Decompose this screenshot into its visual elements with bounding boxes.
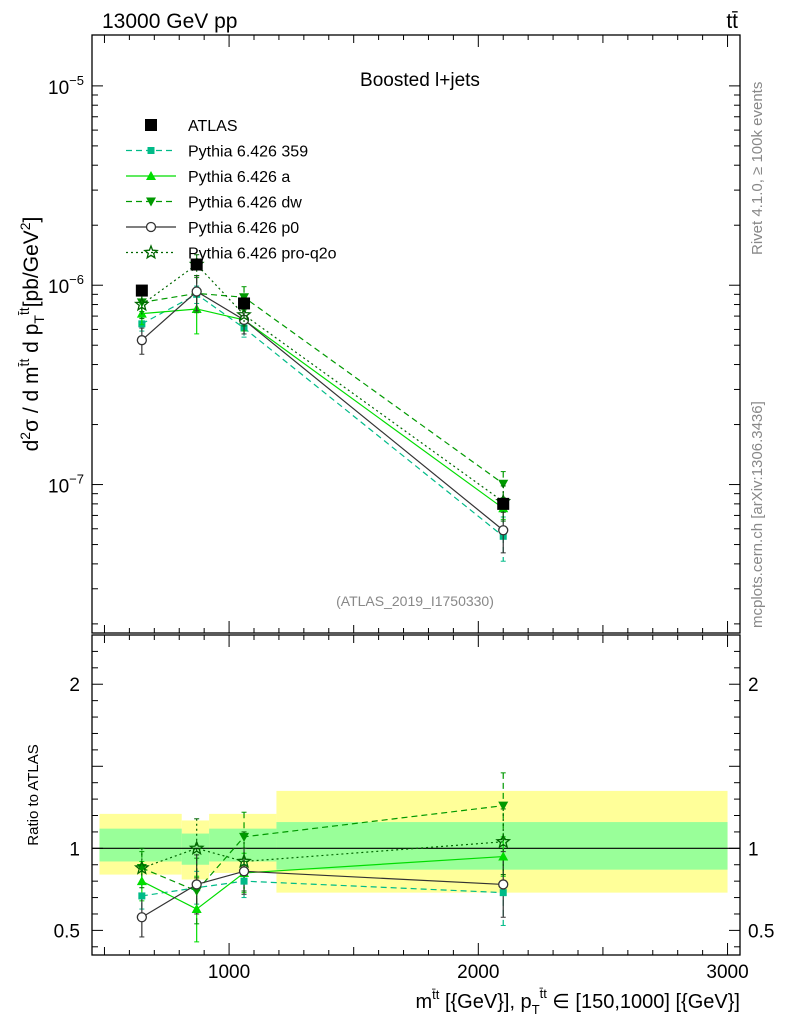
legend-label-pythia-6-426-pro-q2o: Pythia 6.426 pro-q2o [188, 246, 337, 263]
ratio-point-pythia-6-426-pro-q2o [495, 833, 512, 849]
ratio-point-pythia-6-426-359 [499, 889, 507, 897]
legend-label-pythia-6-426-a: Pythia 6.426 a [188, 169, 290, 186]
y-tick-label: 10−6 [48, 272, 84, 298]
series-line-pythia-6-426-pro-q2o [141, 263, 504, 503]
legend-label-atlas: ATLAS [188, 118, 238, 135]
ratio-point-pythia-6-426-pro-q2o [133, 859, 150, 875]
ratio-point-pythia-6-426-359 [138, 892, 146, 900]
data-point-atlas [238, 297, 251, 310]
ratio-point-pythia-6-426-pro-q2o [188, 839, 205, 856]
process-label: tt̄ [726, 10, 738, 33]
data-point-atlas [135, 284, 148, 297]
ratio-point-pythia-6-426-p0 [136, 912, 147, 923]
data-point-pythia-6-426-pro-q2o [133, 296, 150, 312]
legend-marker-pythia-6-426-p0 [145, 221, 157, 233]
legend-marker-pythia-6-426-a [146, 171, 156, 180]
ratio-line-pythia-6-426-p0 [141, 870, 504, 918]
legend-marker-atlas [145, 119, 157, 131]
ratio-y-axis-label: Ratio to ATLAS [25, 744, 42, 845]
ratio-point-pythia-6-426-a [498, 851, 509, 861]
analysis-id: (ATLAS_2019_I1750330) [336, 593, 494, 609]
x-tick-label: 1000 [208, 962, 250, 983]
series-line-pythia-6-426-359 [141, 293, 504, 537]
ratio-point-pythia-6-426-dw [191, 887, 202, 896]
ratio-line-pythia-6-426-dw [141, 805, 504, 892]
y-tick-label: 10−5 [48, 73, 84, 99]
x-tick-label: 2000 [457, 962, 499, 983]
series-line-pythia-6-426-a [141, 308, 504, 509]
ratio-point-pythia-6-426-dw [239, 832, 250, 842]
ratio-y-tick-label-right: 1 [748, 839, 759, 860]
ratio-point-pythia-6-426-a [136, 876, 147, 886]
y-tick-label: 10−7 [48, 472, 84, 498]
ratio-point-pythia-6-426-pro-q2o [236, 853, 252, 869]
ratio-frame [91, 634, 741, 956]
mcplots-label: mcplots.cern.ch [arXiv:1306.3436] [749, 401, 766, 628]
ratio-panel: 0.5 0.5 1 1 2 2 1000 2000 3000 Ratio to ATLAS mt… [25, 634, 774, 1017]
ratio-line-pythia-6-426-a [141, 855, 504, 910]
ratio-y-tick-label-left: 1 [69, 839, 80, 860]
series-line-pythia-6-426-dw [141, 292, 504, 485]
y-axis-label: d2σ / d mt̄t d pTt̄t[pb/GeV2] [16, 217, 47, 452]
data-point-atlas [497, 497, 510, 510]
main-panel: 10−7 10−6 10−5 Boosted l+jets (ATLAS_2019_… [16, 34, 741, 634]
data-point-pythia-6-426-dw [498, 479, 509, 489]
legend-label-pythia-6-426-dw: Pythia 6.426 dw [188, 195, 302, 212]
main-frame [91, 34, 741, 634]
ratio-point-pythia-6-426-p0 [498, 879, 509, 890]
ratio-y-tick-label-right: 2 [748, 675, 759, 696]
chart-title: Boosted l+jets [360, 70, 480, 91]
ratio-y-tick-label-left: 2 [69, 675, 80, 696]
ratio-y-tick-label-left: 0.5 [54, 921, 80, 942]
legend-label-pythia-6-426-p0: Pythia 6.426 p0 [188, 220, 299, 237]
x-tick-label: 3000 [706, 962, 748, 983]
legend-marker-pythia-6-426-dw [146, 197, 156, 207]
data-point-pythia-6-426-p0 [136, 335, 147, 346]
data-point-pythia-6-426-p0 [191, 286, 202, 297]
series-line-pythia-6-426-p0 [141, 290, 504, 531]
ratio-line-pythia-6-426-359 [141, 880, 504, 897]
ratio-point-pythia-6-426-a [191, 904, 202, 914]
uncertainty-band-inner [99, 828, 182, 862]
energy-label: 13000 GeV pp [102, 10, 237, 33]
data-point-pythia-6-426-p0 [498, 525, 509, 536]
ratio-point-pythia-6-426-359 [240, 877, 248, 885]
rivet-version-label: Rivet 4.1.0, ≥ 100k events [749, 82, 766, 255]
x-axis-label: mt̄t [{GeV}], pTt̄t ∈ [150,1000] [{GeV}] [415, 986, 740, 1017]
data-point-pythia-6-426-pro-q2o [236, 306, 252, 322]
ratio-point-pythia-6-426-p0 [191, 879, 202, 890]
ratio-point-pythia-6-426-dw [498, 801, 509, 811]
data-point-atlas [190, 258, 203, 271]
legend: ATLAS Pythia 6.426 359 Pythia 6.426 a Pythi… [126, 118, 337, 263]
legend-marker-pythia-6-426-359 [147, 147, 155, 154]
ratio-point-pythia-6-426-p0 [238, 866, 250, 877]
legend-label-pythia-6-426-359: Pythia 6.426 359 [188, 144, 308, 161]
legend-marker-pythia-6-426-pro-q2o [143, 244, 159, 260]
ratio-y-tick-label-right: 0.5 [748, 921, 774, 942]
